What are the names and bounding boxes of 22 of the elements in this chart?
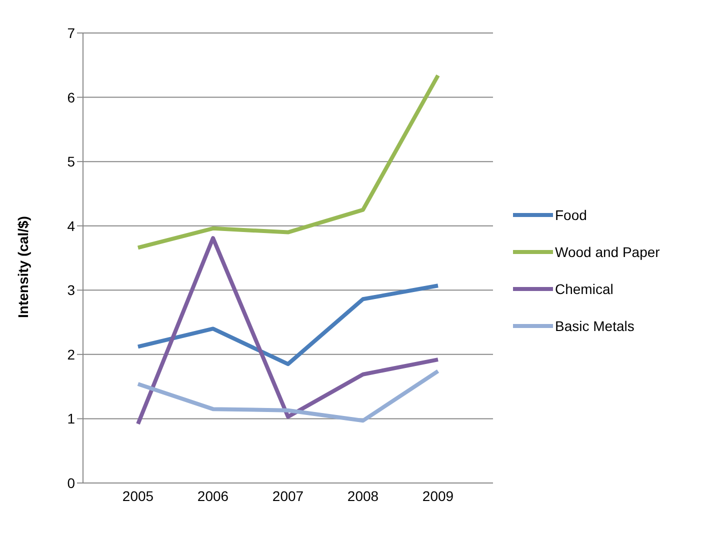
y-tick-label: 1 [67, 410, 76, 427]
x-tick-label: 2006 [197, 488, 229, 504]
x-tick-label: 2007 [272, 488, 304, 504]
x-tick-label: 2008 [347, 488, 379, 504]
line-series [136, 369, 440, 423]
line-series [136, 73, 440, 250]
line-series [136, 284, 440, 366]
line-series [136, 236, 440, 426]
y-tick-label: 5 [67, 154, 76, 170]
y-tick-label: 4 [67, 218, 76, 234]
x-tick-label: 2005 [122, 488, 154, 504]
y-tick-label: 6 [67, 89, 76, 106]
y-tick-label: 7 [67, 24, 76, 41]
x-tick-label: 2009 [422, 488, 454, 504]
y-tick-label: 3 [67, 282, 76, 298]
y-axis-title: Intensity (cal/$) [14, 216, 31, 318]
legend-label: Basic Metals [555, 318, 634, 334]
y-tick-label: 0 [67, 474, 76, 491]
legend-label: Chemical [555, 281, 614, 297]
legend-label: Wood and Paper [555, 244, 660, 260]
y-tick-label: 2 [67, 346, 76, 362]
legend-label: Food [555, 207, 587, 223]
